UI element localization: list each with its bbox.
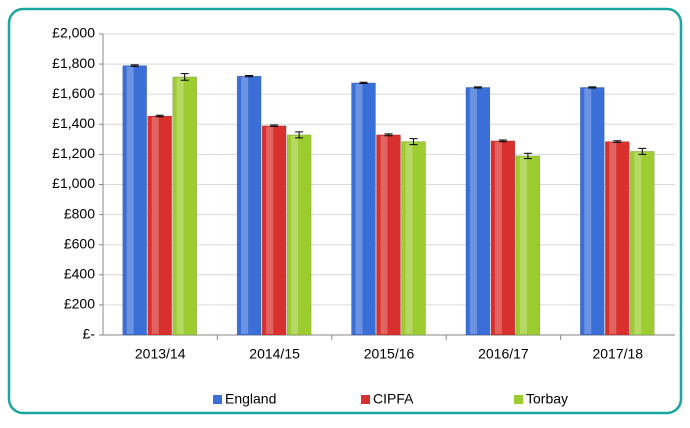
y-tick-label: £1,600 [52,85,95,101]
bar-shine [584,88,592,335]
legend-label: England [225,391,276,407]
bar-shine [494,141,502,334]
error-bar [498,139,507,143]
bar-shine [355,83,363,334]
bar-shine [266,126,274,335]
y-tick-label: £1,200 [52,145,95,161]
bar [515,155,541,336]
x-tick-label: 2015/16 [364,346,415,362]
bar-shine [634,152,642,334]
legend-label: Torbay [526,391,568,407]
error-bar [473,86,482,89]
bar [465,87,491,336]
y-tick-label: £1,800 [52,55,95,71]
legend-swatch [514,395,523,404]
bar [580,87,605,336]
bar [122,65,147,336]
bar-shine [469,88,477,335]
x-tick-label: 2017/18 [592,346,643,362]
error-bar [270,124,279,128]
error-bar [384,133,393,137]
bar [490,140,516,336]
bar-shine [380,135,388,334]
bar-shine [126,66,134,334]
error-bar [130,64,139,67]
error-bar [613,140,622,144]
legend-swatch [361,395,370,404]
bar-shine [151,117,159,335]
bar [286,134,312,336]
bar [605,141,630,336]
bar-shine [405,142,413,334]
error-bar [523,152,532,160]
bar [236,75,262,336]
error-bar [155,114,164,118]
error-bar [245,75,254,78]
y-tick-label: £400 [64,266,95,282]
bar-shine [291,135,299,334]
error-bar [409,138,418,146]
bar [351,82,376,336]
bar [630,151,655,336]
y-tick-label: £600 [64,235,95,251]
error-bar [359,81,368,85]
y-tick-label: £2,000 [52,25,95,41]
y-tick-label: £- [83,326,96,342]
bar [401,141,426,336]
error-bar [295,131,304,139]
y-tick-label: £1,000 [52,175,95,191]
bar [172,76,197,336]
error-bar [180,73,189,81]
bar-shine [519,156,527,334]
bar [147,115,172,336]
bar [261,125,287,336]
x-tick-label: 2014/15 [249,346,300,362]
x-tick-label: 2016/17 [478,346,529,362]
error-bar [588,86,597,89]
x-tick-label: 2013/14 [135,346,186,362]
y-tick-label: £200 [64,296,95,312]
y-tick-label: £800 [64,205,95,221]
legend-swatch [213,395,222,404]
bar-shine [609,142,617,334]
y-tick-label: £1,400 [52,115,95,131]
bar [376,134,401,336]
bar-shine [176,77,184,334]
bar-shine [241,77,249,334]
legend-label: CIPFA [373,391,414,407]
error-bar [638,147,647,155]
